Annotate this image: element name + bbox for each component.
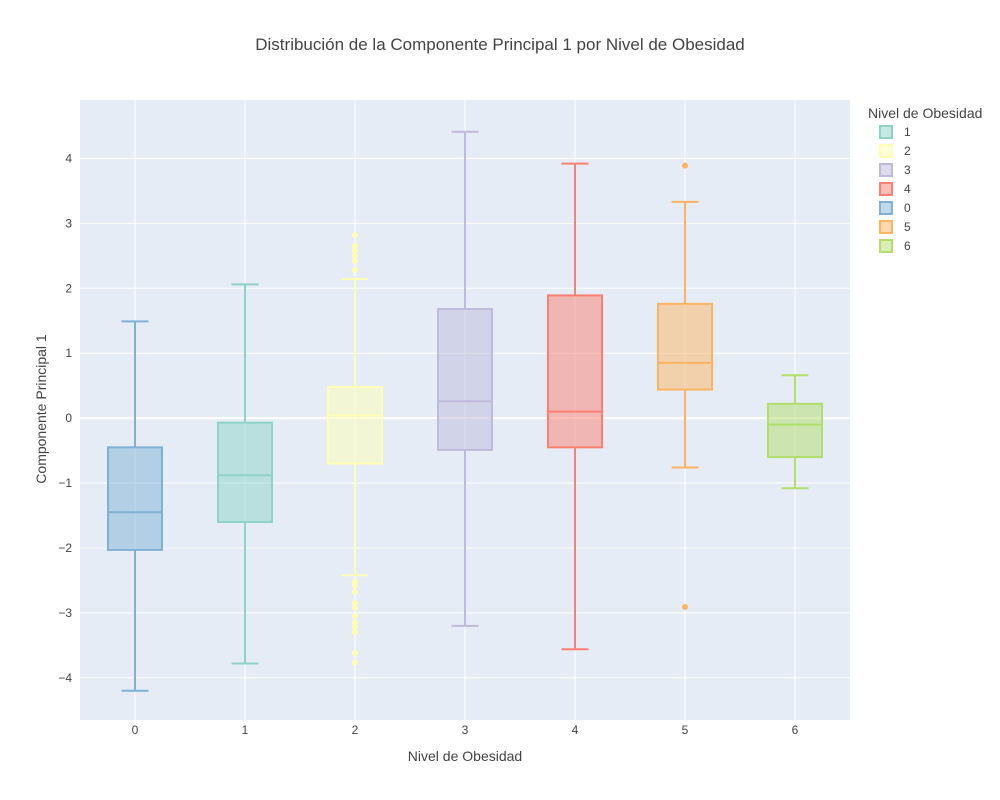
legend-swatch xyxy=(879,163,893,177)
iqr-box xyxy=(657,302,713,391)
outlier-point xyxy=(352,243,358,250)
iqr-box xyxy=(437,308,493,451)
x-tick-label: 6 xyxy=(792,723,799,737)
x-tick-label: 4 xyxy=(572,723,579,737)
legend: Nivel de Obesidad 1 2 3 4 0 5 6 xyxy=(868,105,982,253)
x-tick-label: 1 xyxy=(242,723,249,737)
y-tick-label: 3 xyxy=(65,216,72,230)
legend-item-1: 1 xyxy=(879,125,911,139)
legend-swatch xyxy=(879,201,893,215)
outlier-point xyxy=(352,232,358,239)
outlier-point xyxy=(352,600,358,607)
outlier-point xyxy=(352,619,358,626)
legend-swatch xyxy=(879,220,893,234)
outlier-point xyxy=(352,258,358,265)
y-tick-label: −1 xyxy=(58,476,72,490)
x-tick-label: 2 xyxy=(352,723,359,737)
box-5 xyxy=(657,162,713,611)
legend-swatch xyxy=(879,144,893,158)
legend-label: 6 xyxy=(904,239,911,253)
iqr-box xyxy=(767,402,823,459)
legend-swatch xyxy=(879,125,893,139)
outlier-point xyxy=(352,650,358,657)
iqr-box xyxy=(327,385,383,465)
outlier-point xyxy=(352,252,358,259)
legend-swatch xyxy=(879,239,893,253)
box-2 xyxy=(327,232,383,666)
outlier-point xyxy=(352,604,358,611)
outlier-point xyxy=(352,659,358,666)
y-tick-label: 4 xyxy=(65,151,72,165)
box-1 xyxy=(217,283,273,665)
y-tick-label: 1 xyxy=(65,346,72,360)
legend-label: 5 xyxy=(904,220,911,234)
x-tick-label: 3 xyxy=(462,723,469,737)
legend-label: 0 xyxy=(904,201,911,215)
box-3 xyxy=(437,130,493,627)
legend-label: 1 xyxy=(904,125,911,139)
legend-label: 3 xyxy=(904,163,911,177)
y-tick-label: −3 xyxy=(58,606,72,620)
chart-title: Distribución de la Componente Principal … xyxy=(255,35,745,54)
iqr-box xyxy=(217,421,273,523)
outlier-point xyxy=(352,624,358,631)
outlier-point xyxy=(352,582,358,589)
iqr-box xyxy=(547,294,603,449)
outlier-point xyxy=(352,589,358,596)
outlier-point xyxy=(352,629,358,636)
outlier-point xyxy=(352,267,358,274)
y-axis-ticks: −4 −3 −2 −1 0 1 2 3 4 xyxy=(58,151,72,684)
outlier-point xyxy=(682,604,688,611)
y-tick-label: 2 xyxy=(65,281,72,295)
box-6 xyxy=(767,374,823,490)
box-0 xyxy=(107,320,163,692)
box-4 xyxy=(547,162,603,651)
y-tick-label: −4 xyxy=(58,671,72,685)
legend-item-4: 4 xyxy=(879,182,911,196)
y-axis-title: Componente Principal 1 xyxy=(33,334,49,484)
legend-title: Nivel de Obesidad xyxy=(868,105,982,121)
outlier-point xyxy=(682,162,688,169)
y-tick-label: 0 xyxy=(65,411,72,425)
iqr-box xyxy=(107,446,163,551)
legend-item-2: 2 xyxy=(879,144,911,158)
legend-swatch xyxy=(879,182,893,196)
outlier-point xyxy=(352,247,358,254)
x-tick-label: 5 xyxy=(682,723,689,737)
x-tick-label: 0 xyxy=(132,723,139,737)
legend-label: 4 xyxy=(904,182,911,196)
legend-item-0: 0 xyxy=(879,201,911,215)
x-axis-ticks: 0 1 2 3 4 5 6 xyxy=(132,723,799,737)
y-tick-label: −2 xyxy=(58,541,72,555)
legend-label: 2 xyxy=(904,144,911,158)
legend-item-3: 3 xyxy=(879,163,911,177)
outlier-point xyxy=(352,613,358,620)
legend-item-6: 6 xyxy=(879,239,911,253)
x-axis-title: Nivel de Obesidad xyxy=(408,748,522,764)
legend-item-5: 5 xyxy=(879,220,911,234)
box-series xyxy=(107,130,823,692)
